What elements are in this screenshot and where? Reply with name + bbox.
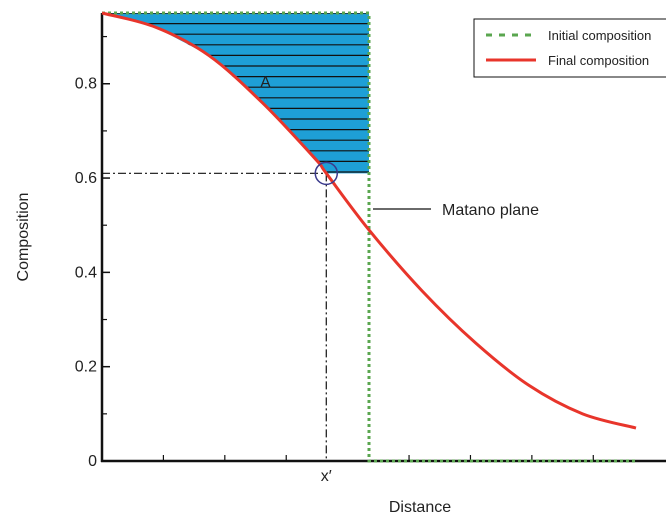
matano-plane-label: Matano plane: [442, 202, 539, 219]
final-composition-curve: [101, 11, 637, 430]
x-prime-label: x′: [321, 468, 332, 485]
legend-box: [473, 18, 666, 78]
x-prime-marker-circle: [314, 161, 339, 186]
y-tick-label: 0: [88, 453, 97, 470]
y-tick-label: 0.4: [75, 264, 97, 281]
x-axis-title: Distance: [389, 499, 451, 516]
area-a-fill: [102, 13, 369, 174]
legend-initial-label: Initial composition: [548, 28, 651, 43]
initial-composition-line: [102, 11, 636, 463]
y-tick-label: 0.6: [75, 170, 97, 187]
y-tick-label: 0.2: [75, 359, 97, 376]
y-axis-title: Composition: [15, 193, 32, 282]
y-tick-label: 0.8: [75, 76, 97, 93]
area-a-label: A: [260, 75, 271, 92]
legend-final-label: Final composition: [548, 53, 649, 68]
